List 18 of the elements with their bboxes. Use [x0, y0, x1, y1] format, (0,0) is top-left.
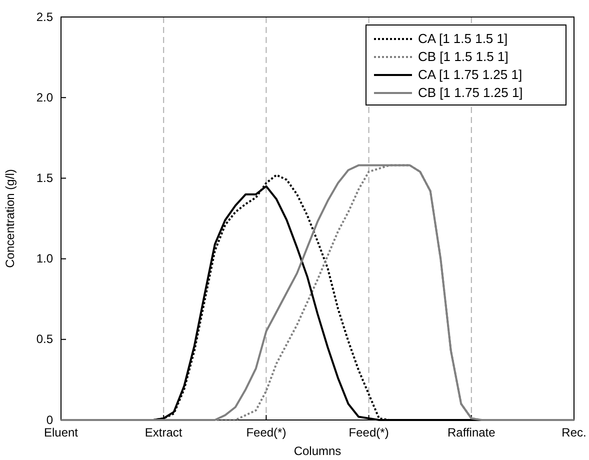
y-tick-label: 1.5	[36, 171, 54, 186]
y-tick-label: 1.0	[36, 252, 54, 266]
y-tick-label: 2.0	[36, 90, 54, 104]
y-axis-title: Concentration (g/l)	[3, 169, 17, 268]
x-tick-label: Eluent	[44, 426, 79, 440]
x-tick-label: Feed(*)	[348, 426, 389, 440]
legend-label: CA [1 1.5 1.5 1]	[418, 31, 508, 46]
legend-label: CB [1 1.75 1.25 1]	[418, 85, 523, 100]
y-tick-label: 0	[46, 412, 54, 427]
y-tick-label: 2.5	[36, 10, 54, 24]
x-tick-label: Raffinate	[447, 426, 496, 440]
x-axis-title: Columns	[294, 444, 342, 458]
legend-label: CB [1 1.5 1.5 1]	[418, 49, 508, 64]
x-tick-label: Rec.	[562, 426, 586, 440]
y-tick-label: 0.5	[36, 332, 54, 346]
x-tick-label: Extract	[144, 426, 183, 440]
x-tick-label: Feed(*)	[246, 426, 286, 440]
legend-label: CA [1 1.75 1.25 1]	[418, 67, 522, 82]
